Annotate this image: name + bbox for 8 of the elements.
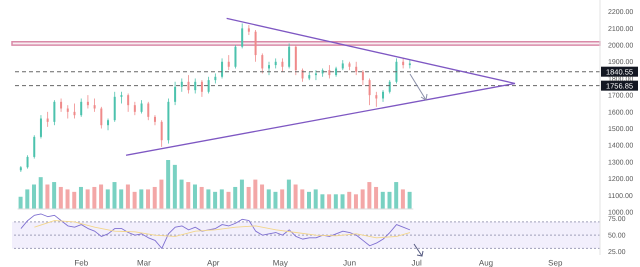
x-tick-label: Apr — [206, 258, 220, 267]
x-tick-label: Jun — [343, 258, 356, 267]
x-tick-label: Aug — [478, 258, 494, 267]
x-tick-label: Mar — [137, 258, 152, 267]
x-tick-label: Sep — [548, 258, 563, 267]
x-tick-label: Jul — [412, 258, 422, 267]
x-tick-label: Feb — [74, 258, 89, 267]
x-tick-label: May — [272, 258, 288, 267]
